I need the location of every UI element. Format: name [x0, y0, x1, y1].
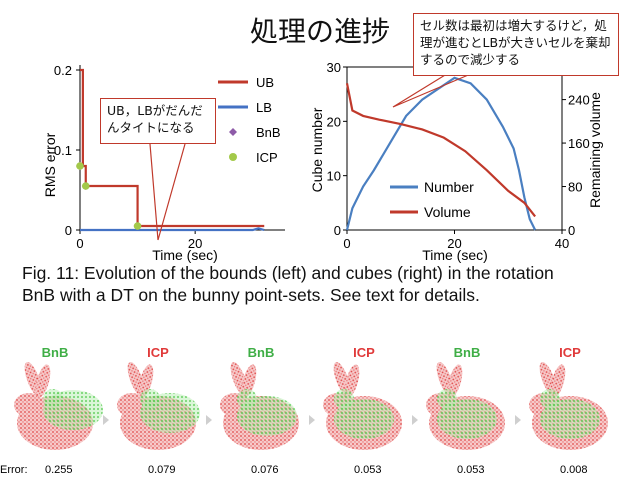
bunny-icp-overlay — [540, 399, 600, 439]
right-ytick-label: 0 — [334, 223, 341, 238]
bunny-icp-overlay — [540, 389, 560, 409]
legend-marker-icp — [229, 153, 237, 161]
legend-label-icp: ICP — [256, 150, 278, 165]
bunny-head — [117, 393, 147, 417]
right-y2tick-label: 240 — [568, 93, 590, 108]
left-ytick-label: 0 — [65, 223, 72, 238]
bunny-ear — [138, 364, 154, 398]
bunny-method-label: ICP — [559, 345, 581, 360]
left-ylabel: RMS error — [42, 132, 58, 197]
right-ytick-label: 10 — [327, 169, 341, 184]
bunny-method-label: BnB — [454, 345, 481, 360]
right-series-volume — [345, 83, 536, 218]
right-ytick-label: 20 — [327, 114, 341, 129]
bunny-icp-overlay — [43, 389, 63, 409]
arrow-icon — [412, 415, 418, 425]
bunny-icp-overlay — [437, 389, 457, 409]
error-label: Error: — [0, 464, 28, 476]
bunny-ear — [35, 364, 51, 398]
bunny-icp-overlay — [140, 389, 160, 409]
bunny-panel: BnB 0.255 — [14, 345, 109, 476]
right-ytick-label: 30 — [327, 60, 341, 75]
left-xtick-label: 20 — [188, 236, 202, 251]
left-ytick-label: 0.2 — [54, 63, 72, 78]
bunny-icp-overlay — [437, 399, 497, 439]
legend-marker-bnb — [229, 128, 237, 136]
bunny-method-label: BnB — [42, 345, 69, 360]
right-y2tick-label: 0 — [568, 223, 575, 238]
bunny-error-value: 0.255 — [45, 464, 73, 476]
bunny-panel: ICP 0.079 — [117, 345, 212, 476]
right-y2tick-label: 80 — [568, 180, 582, 195]
legend-label-ub: UB — [256, 75, 274, 90]
bunny-strip: BnB 0.255 ICP 0.079 BnB 0.076 ICP 0.053 BnB 0.053… — [0, 345, 608, 476]
right-callout-pointer — [392, 69, 481, 108]
bunny-panel: ICP 0.053 — [323, 345, 418, 476]
legend-label-volume: Volume — [424, 204, 471, 220]
bunny-error-value: 0.079 — [148, 464, 176, 476]
callout-left: UB，LBがだんだんタイトになる — [100, 98, 216, 144]
bunny-icp-overlay — [237, 389, 257, 409]
bunny-ear — [447, 364, 463, 398]
bunny-icp-overlay — [334, 389, 354, 409]
bunny-error-value: 0.076 — [251, 464, 279, 476]
bunny-error-value: 0.053 — [457, 464, 485, 476]
left-chart: 0 0.1 0.2 0 20 UB LB BnB ICP RMS error Time (s… — [42, 63, 285, 263]
bunny-error-value: 0.008 — [560, 464, 588, 476]
bunny-ear — [344, 364, 360, 398]
bunny-panel: BnB 0.053 — [426, 345, 521, 476]
right-xtick-label: 0 — [343, 236, 350, 251]
caption-line-1: Fig. 11: Evolution of the bounds (left) … — [22, 263, 554, 283]
legend-label-bnb: BnB — [256, 125, 281, 140]
caption-line-2: BnB with a DT on the bunny point-sets. S… — [22, 285, 480, 305]
left-icp-point — [133, 222, 142, 230]
right-series-number — [345, 76, 537, 231]
legend-label-lb: LB — [256, 100, 272, 115]
right-ylabel: Cube number — [309, 107, 325, 192]
bunny-method-label: ICP — [147, 345, 169, 360]
bunny-ear — [550, 364, 566, 398]
slide-title: 処理の進捗 — [249, 15, 390, 48]
left-icp-point — [76, 162, 84, 170]
arrow-icon — [309, 415, 315, 425]
left-ytick-label: 0.1 — [54, 143, 72, 158]
arrow-icon — [206, 415, 212, 425]
arrow-icon — [515, 415, 521, 425]
left-xtick-label: 0 — [76, 236, 83, 251]
figure-caption: Fig. 11: Evolution of the bounds (left) … — [22, 262, 622, 306]
legend-label-number: Number — [424, 179, 474, 195]
bunny-panel: ICP 0.008 — [529, 345, 608, 476]
left-series-lb — [80, 227, 265, 232]
bunny-panel: BnB 0.076 — [220, 345, 315, 476]
bunny-head — [14, 393, 44, 417]
right-y2tick-label: 160 — [568, 136, 590, 151]
left-icp-point — [81, 182, 90, 190]
left-xlabel: Time (sec) — [152, 247, 218, 263]
bunny-method-label: BnB — [248, 345, 275, 360]
right-y2label: Remaining volume — [587, 92, 603, 208]
right-xtick-label: 40 — [555, 236, 569, 251]
callout-right: セル数は最初は増大するけど，処理が進むとLBが大きいセルを棄却するので減少する — [413, 13, 619, 76]
arrow-icon — [103, 415, 109, 425]
bunny-icp-overlay — [334, 399, 394, 439]
bunny-error-value: 0.053 — [354, 464, 382, 476]
left-series-ub — [80, 68, 265, 228]
bunny-method-label: ICP — [353, 345, 375, 360]
right-xtick-label: 20 — [447, 236, 461, 251]
left-callout-pointer — [149, 143, 186, 241]
right-xlabel: Time (sec) — [422, 247, 488, 263]
